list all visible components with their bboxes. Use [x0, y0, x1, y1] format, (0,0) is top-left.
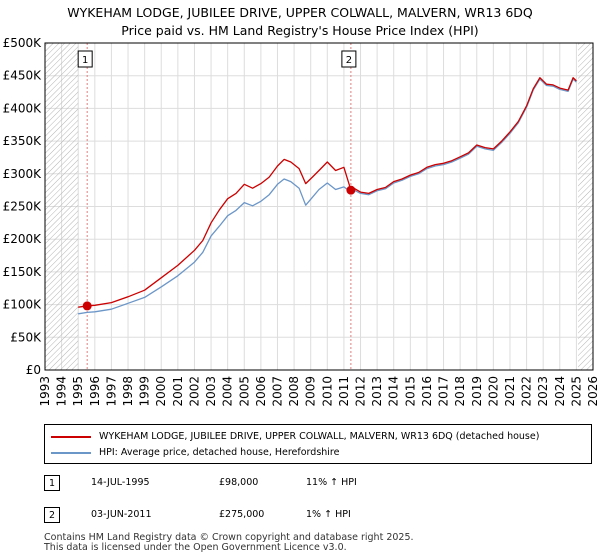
- sale-marker-box: [77, 50, 93, 68]
- sale-date: 03-JUN-2011: [91, 509, 152, 520]
- footer-license: This data is licensed under the Open Gov…: [44, 542, 347, 553]
- x-tick-label: 1999: [138, 376, 152, 407]
- x-tick-label: 2018: [453, 376, 467, 407]
- x-tick-label: 1993: [38, 376, 52, 407]
- x-tick-label: 2002: [187, 376, 201, 407]
- y-tick-label: £150K: [3, 265, 43, 279]
- sale-hpi-diff: 1% ↑ HPI: [306, 509, 351, 520]
- x-tick-label: 2015: [403, 376, 417, 407]
- x-tick-label: 2001: [171, 376, 185, 407]
- sale-price: £98,000: [219, 477, 259, 488]
- x-tick-label: 2023: [536, 376, 550, 407]
- x-tick-label: 2017: [437, 376, 451, 407]
- price-chart: 1 2 £0 £50K £100K £150K £200K £250K £300K £350K £…: [3, 36, 600, 407]
- x-tick-label: 2025: [569, 376, 583, 407]
- legend-item-hpi: HPI: Average price, detached house, Here…: [51, 447, 339, 458]
- x-tick-label: 2006: [254, 376, 268, 407]
- footer-copyright: Contains HM Land Registry data © Crown c…: [44, 532, 414, 543]
- x-tick-label: 2010: [320, 376, 334, 407]
- y-tick-label: £450K: [3, 69, 43, 83]
- x-tick-label: 2008: [287, 376, 301, 407]
- x-tick-label: 2013: [370, 376, 384, 407]
- x-tick-label: 1996: [88, 376, 102, 407]
- x-tick-label: 2007: [270, 376, 284, 407]
- x-tick-label: 2003: [204, 376, 218, 407]
- y-tick-label: £400K: [3, 101, 43, 115]
- x-tick-label: 1998: [121, 376, 135, 407]
- y-tick-label: £0: [26, 363, 41, 377]
- sale-marker-label: 1: [82, 55, 88, 66]
- sale-hpi-diff: 11% ↑ HPI: [306, 477, 357, 488]
- y-tick-label: £200K: [3, 232, 43, 246]
- sale-marker-box: [341, 50, 357, 68]
- y-tick-label: £500K: [3, 36, 43, 50]
- y-tick-label: £300K: [3, 167, 43, 181]
- sale-point: [346, 185, 356, 195]
- x-tick-label: 2004: [221, 376, 235, 407]
- plot-frame: [44, 42, 594, 371]
- x-tick-label: 1994: [55, 376, 69, 407]
- sale-marker-label: 2: [346, 55, 352, 66]
- legend-item-property: WYKEHAM LODGE, JUBILEE DRIVE, UPPER COLW…: [51, 431, 539, 442]
- chart-subtitle: Price paid vs. HM Land Registry's House …: [121, 23, 479, 38]
- hatched-region: [578, 43, 593, 370]
- x-tick-label: 2016: [420, 376, 434, 407]
- legend: WYKEHAM LODGE, JUBILEE DRIVE, UPPER COLW…: [44, 424, 592, 464]
- x-tick-label: 1995: [71, 376, 85, 407]
- hatched-region: [45, 43, 79, 370]
- x-tick-label: 2026: [586, 376, 600, 407]
- x-tick-label: 2021: [503, 376, 517, 407]
- y-tick-label: £50K: [10, 330, 42, 344]
- y-tick-label: £100K: [3, 298, 43, 312]
- x-tick-label: 2020: [486, 376, 500, 407]
- x-tick-label: 2022: [520, 376, 534, 407]
- legend-swatch-property: [51, 435, 91, 438]
- legend-label-property: WYKEHAM LODGE, JUBILEE DRIVE, UPPER COLW…: [99, 431, 540, 442]
- y-tick-label: £350K: [3, 134, 43, 148]
- x-tick-label: 2014: [387, 376, 401, 407]
- y-tick-label: £250K: [3, 200, 43, 214]
- x-tick-label: 2005: [237, 376, 251, 407]
- sale-price: £275,000: [219, 509, 265, 520]
- sale-number: 1: [44, 475, 60, 491]
- sale-date: 14-JUL-1995: [91, 477, 150, 488]
- x-tick-label: 1997: [104, 376, 118, 407]
- x-tick-label: 2011: [337, 376, 351, 407]
- x-tick-label: 2009: [304, 376, 318, 407]
- x-tick-label: 2012: [354, 376, 368, 407]
- x-tick-label: 2019: [470, 376, 484, 407]
- legend-swatch-hpi: [51, 451, 91, 454]
- x-tick-label: 2024: [553, 376, 567, 407]
- x-tick-label: 2000: [154, 376, 168, 407]
- sale-number: 2: [44, 507, 60, 523]
- sale-point: [82, 301, 92, 311]
- chart-title: WYKEHAM LODGE, JUBILEE DRIVE, UPPER COLW…: [67, 5, 533, 20]
- legend-label-hpi: HPI: Average price, detached house, Here…: [99, 447, 340, 458]
